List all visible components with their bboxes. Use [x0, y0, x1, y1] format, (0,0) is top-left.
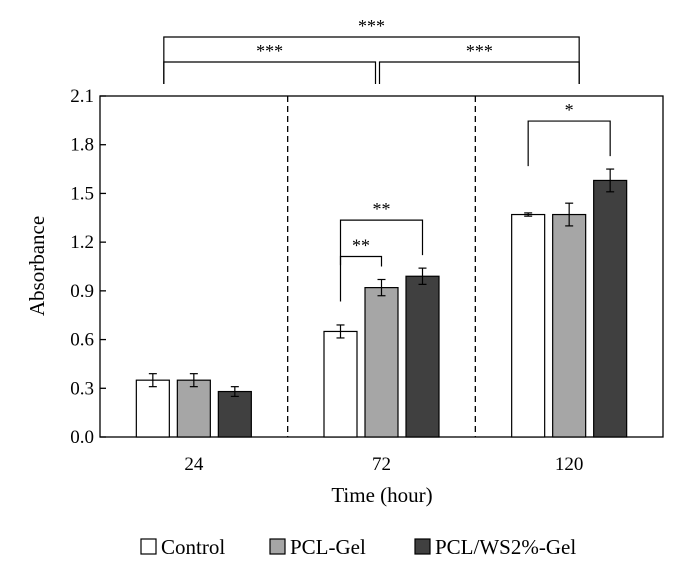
x-axis-title: Time (hour) [331, 483, 432, 507]
x-tick-label: 24 [184, 454, 204, 475]
y-tick-label: 2.1 [70, 86, 94, 107]
significance-label: *** [466, 41, 493, 61]
bar [217, 390, 252, 438]
x-tick-label: 120 [555, 454, 584, 475]
bar [511, 213, 546, 438]
bar [176, 379, 211, 438]
y-tick-label: 0.6 [70, 330, 94, 351]
legend-swatch [269, 538, 286, 555]
x-tick-label: 72 [372, 454, 391, 475]
significance-annotations: ****** ******** [163, 16, 611, 302]
bar [135, 379, 170, 438]
legend-label: PCL-Gel [290, 535, 366, 559]
significance-bracket [163, 36, 580, 84]
significance-bracket [339, 219, 424, 266]
significance-label: * [565, 100, 574, 120]
bar [323, 330, 358, 438]
bar [405, 275, 440, 438]
y-tick-label: 1.8 [70, 135, 94, 156]
legend: Control PCL-Gel PCL/WS2%-Gel [140, 535, 576, 559]
y-tick-label: 1.2 [70, 232, 94, 253]
y-tick-label: 0.3 [70, 378, 94, 399]
y-tick-label: 1.5 [70, 183, 94, 204]
significance-bracket [527, 120, 611, 167]
legend-label: PCL/WS2%-Gel [435, 535, 576, 559]
significance-label: *** [256, 41, 283, 61]
significance-bracket [163, 61, 377, 84]
significance-label: *** [358, 16, 385, 36]
bar [552, 213, 587, 438]
bar [364, 287, 399, 438]
bar-marks [135, 168, 628, 438]
legend-swatch [140, 538, 157, 555]
y-tick-label: 0.0 [70, 427, 94, 448]
significance-label: ** [373, 199, 391, 219]
significance-bracket [378, 61, 580, 84]
significance-bracket [339, 255, 383, 302]
bar [593, 179, 628, 438]
legend-swatch [414, 538, 431, 555]
y-tick-label: 0.9 [70, 281, 94, 302]
significance-label: ** [352, 235, 370, 255]
legend-label: Control [161, 535, 225, 559]
y-axis-title: Absorbance [25, 216, 49, 316]
